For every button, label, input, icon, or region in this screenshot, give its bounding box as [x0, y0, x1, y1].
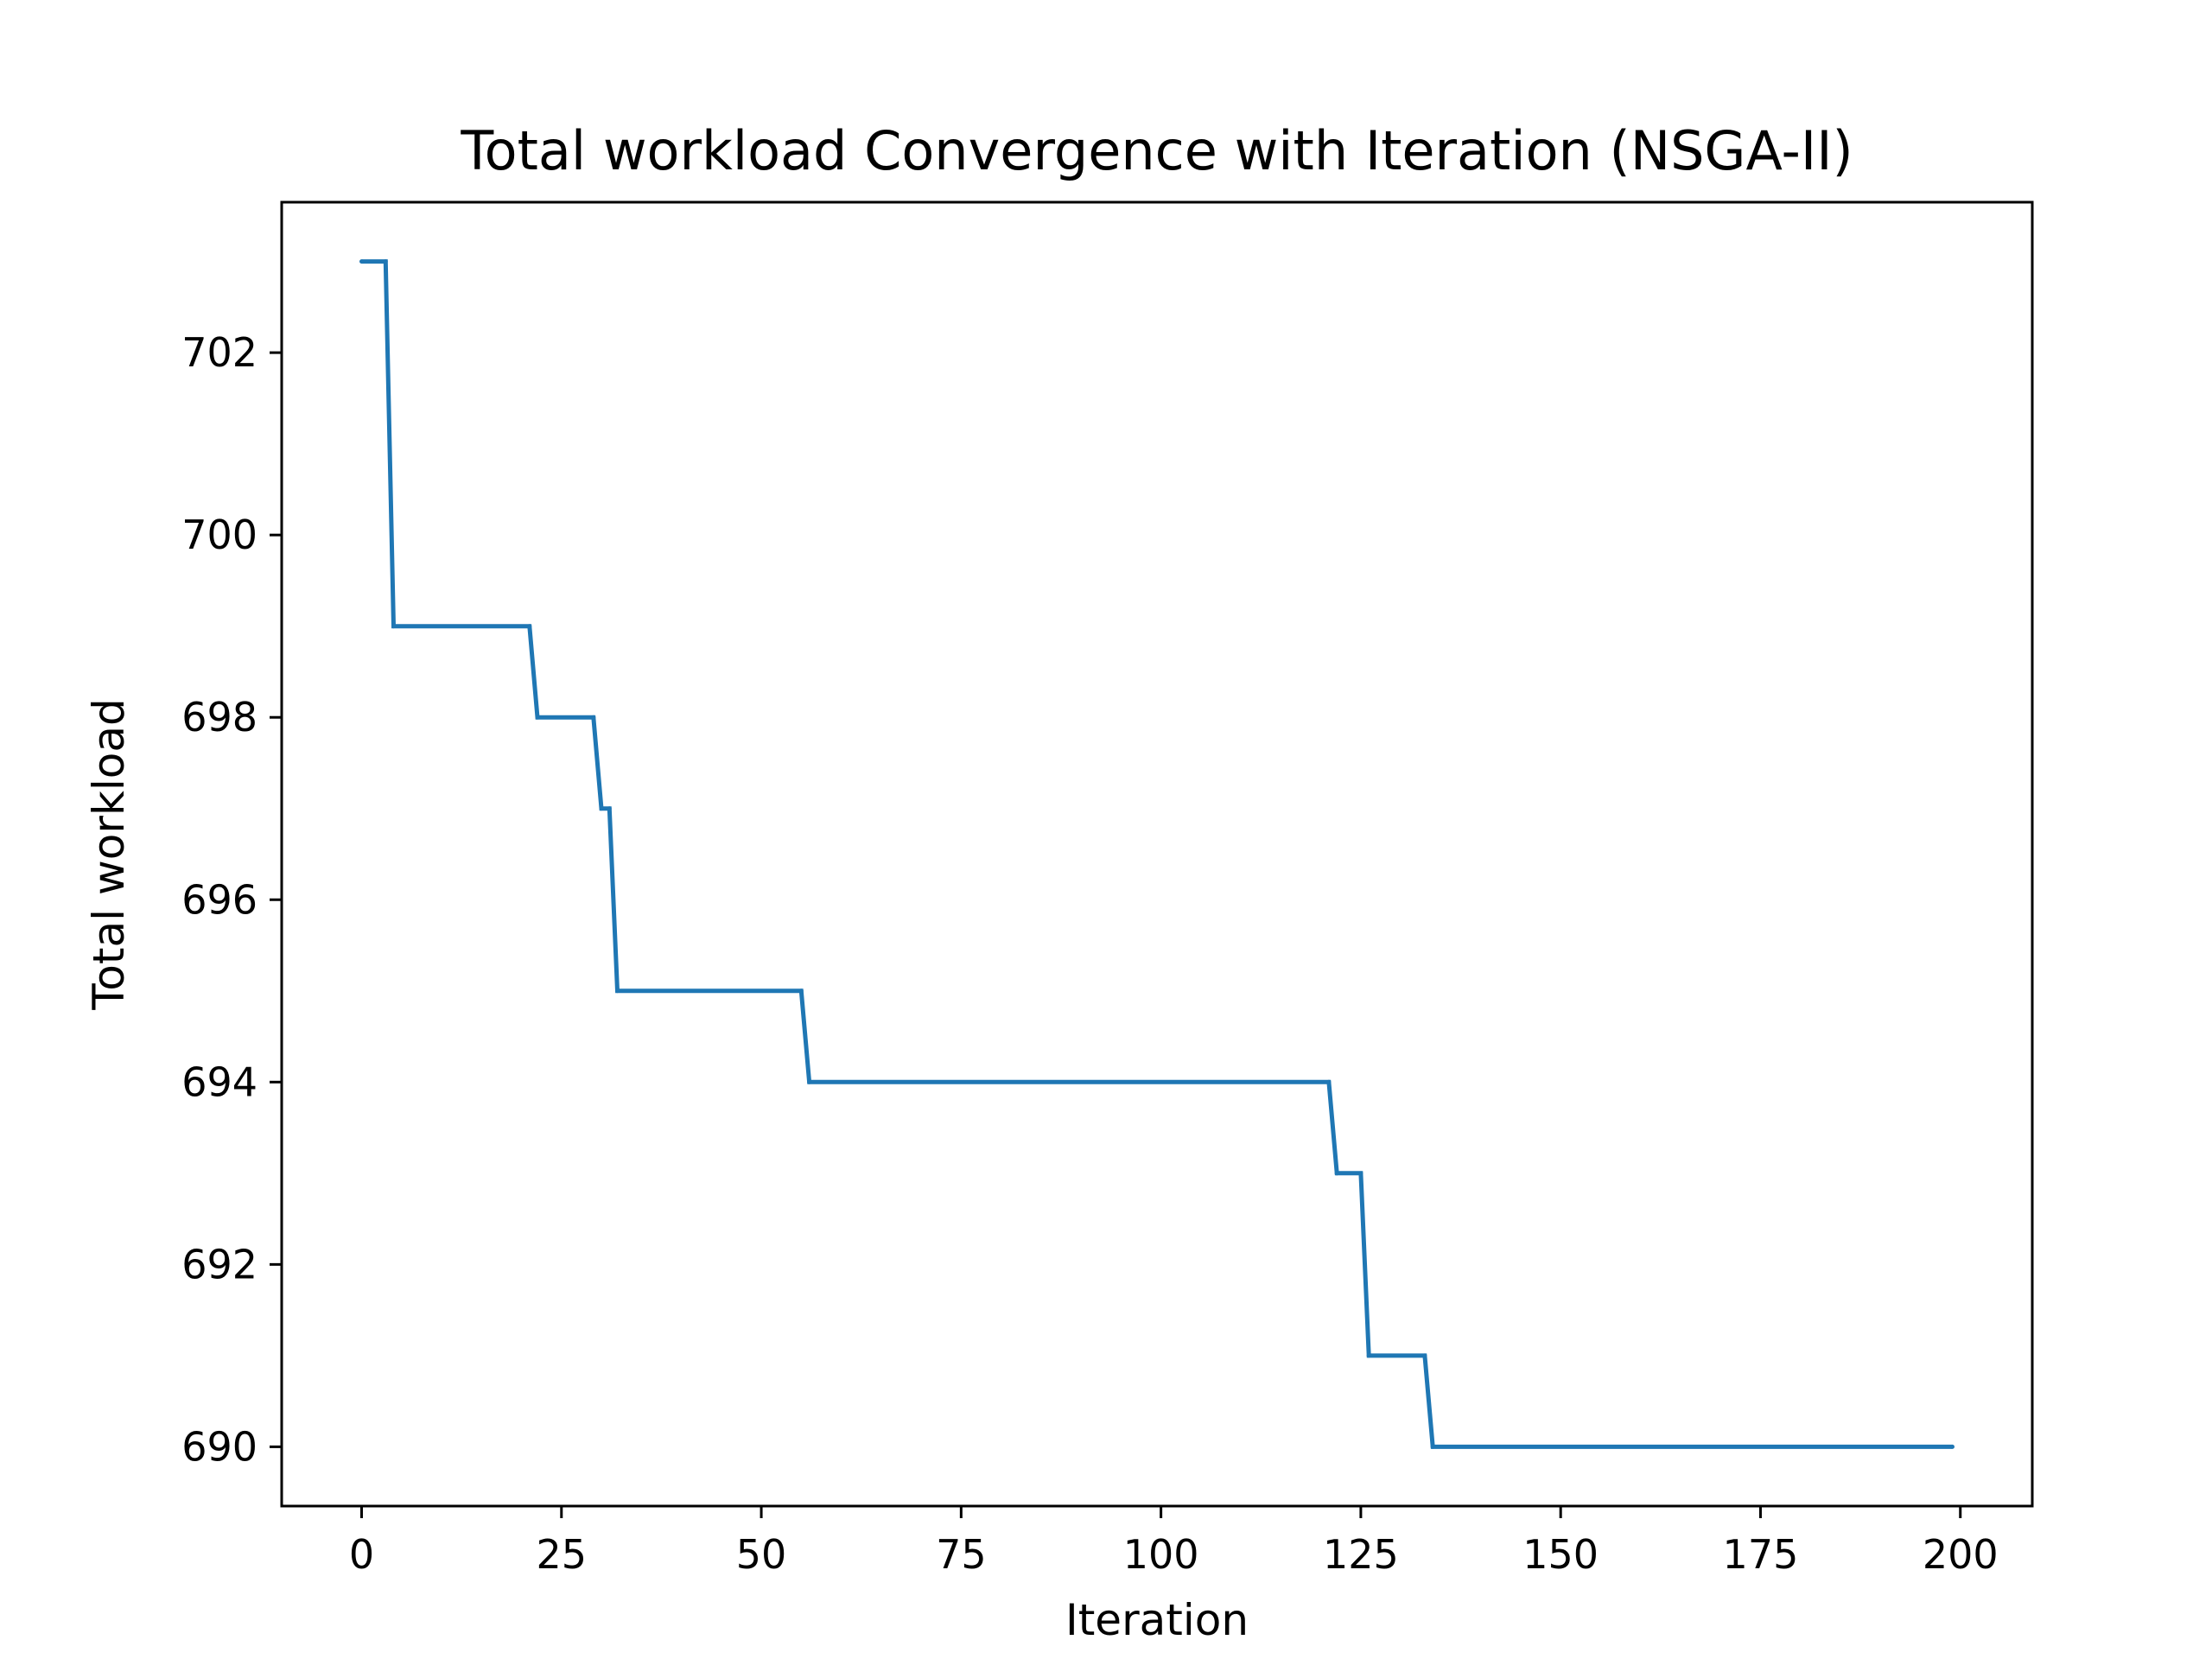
data-point: [527, 624, 532, 629]
x-tick-label: 0: [349, 1531, 374, 1578]
data-point: [1949, 1444, 1955, 1449]
series-line: [361, 259, 1953, 1449]
data-point: [599, 806, 604, 811]
y-axis: 690 692 694 696 698 700 702: [181, 329, 282, 1470]
data-point: [615, 988, 620, 994]
y-tick-label: 690: [181, 1423, 257, 1470]
data-point: [807, 1079, 812, 1084]
data-point: [1422, 1353, 1427, 1358]
plot-frame: [280, 200, 2034, 1508]
data-point: [359, 259, 365, 264]
x-tick-label: 175: [1723, 1531, 1799, 1578]
x-axis-label: Iteration: [1065, 1595, 1249, 1645]
y-tick-label: 698: [181, 694, 257, 741]
data-point: [1326, 1079, 1332, 1084]
y-tick-label: 694: [181, 1058, 257, 1105]
y-tick-label: 696: [181, 876, 257, 923]
x-axis: 0 25 50 75 100 125 150 175 200: [349, 1506, 1999, 1578]
x-tick-label: 125: [1323, 1531, 1399, 1578]
data-point: [798, 988, 804, 994]
y-tick-label: 702: [181, 329, 257, 376]
x-tick-label: 100: [1123, 1531, 1199, 1578]
data-point: [391, 624, 397, 629]
data-point: [383, 259, 388, 264]
x-tick-label: 150: [1522, 1531, 1599, 1578]
x-tick-label: 200: [1923, 1531, 1999, 1578]
x-tick-label: 75: [936, 1531, 987, 1578]
x-tick-label: 25: [537, 1531, 588, 1578]
data-point: [1366, 1353, 1371, 1358]
x-tick-label: 50: [736, 1531, 787, 1578]
chart-title: Total workload Convergence with Iteratio…: [460, 119, 1853, 182]
y-axis-label: Total workload: [84, 698, 134, 1011]
data-point: [535, 715, 540, 720]
data-point: [1334, 1171, 1339, 1176]
data-point: [591, 715, 596, 720]
data-point: [1430, 1444, 1435, 1449]
y-tick-label: 700: [181, 512, 257, 558]
plot-area: [280, 200, 2034, 1508]
y-tick-label: 692: [181, 1241, 257, 1287]
data-point: [607, 806, 612, 811]
data-point: [1358, 1171, 1363, 1176]
